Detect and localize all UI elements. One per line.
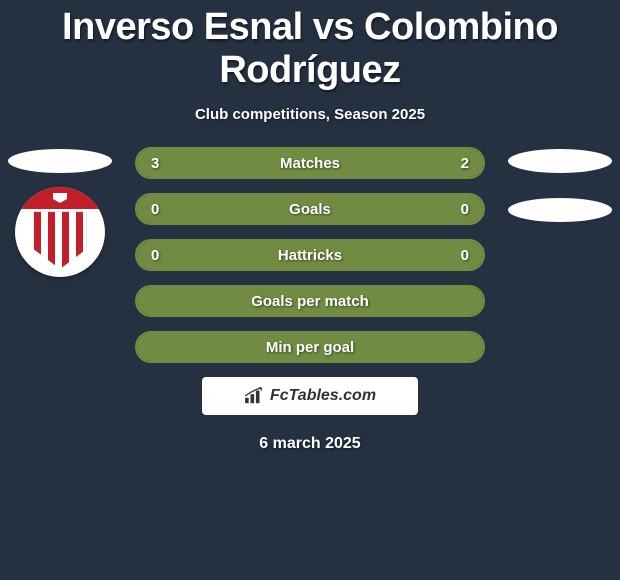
stat-row: Goals per match bbox=[135, 285, 485, 317]
badge-circle bbox=[15, 187, 105, 277]
comparison-arena: 32Matches 00Goals 00Hattricks Goals per mat… bbox=[0, 147, 620, 453]
stat-row: 00Hattricks bbox=[135, 239, 485, 271]
team-badge-left bbox=[15, 187, 105, 277]
stat-label: Goals per match bbox=[137, 287, 483, 315]
stat-row: Min per goal bbox=[135, 331, 485, 363]
badge-shield-stripes bbox=[33, 211, 87, 269]
date-label: 6 march 2025 bbox=[0, 435, 620, 453]
player-left-ellipse bbox=[8, 149, 112, 173]
stat-row: 00Goals bbox=[135, 193, 485, 225]
stat-label: Min per goal bbox=[137, 333, 483, 361]
player-right-ellipse-1 bbox=[508, 149, 612, 173]
player-right-ellipse-2 bbox=[508, 198, 612, 222]
watermark: FcTables.com bbox=[202, 377, 418, 415]
stat-label: Goals bbox=[137, 195, 483, 223]
chart-icon bbox=[244, 387, 266, 405]
stat-row: 32Matches bbox=[135, 147, 485, 179]
page-title: Inverso Esnal vs Colombino Rodríguez bbox=[0, 0, 620, 92]
stat-label: Hattricks bbox=[137, 241, 483, 269]
watermark-text: FcTables.com bbox=[270, 387, 376, 405]
stat-label: Matches bbox=[137, 149, 483, 177]
subtitle: Club competitions, Season 2025 bbox=[0, 106, 620, 123]
